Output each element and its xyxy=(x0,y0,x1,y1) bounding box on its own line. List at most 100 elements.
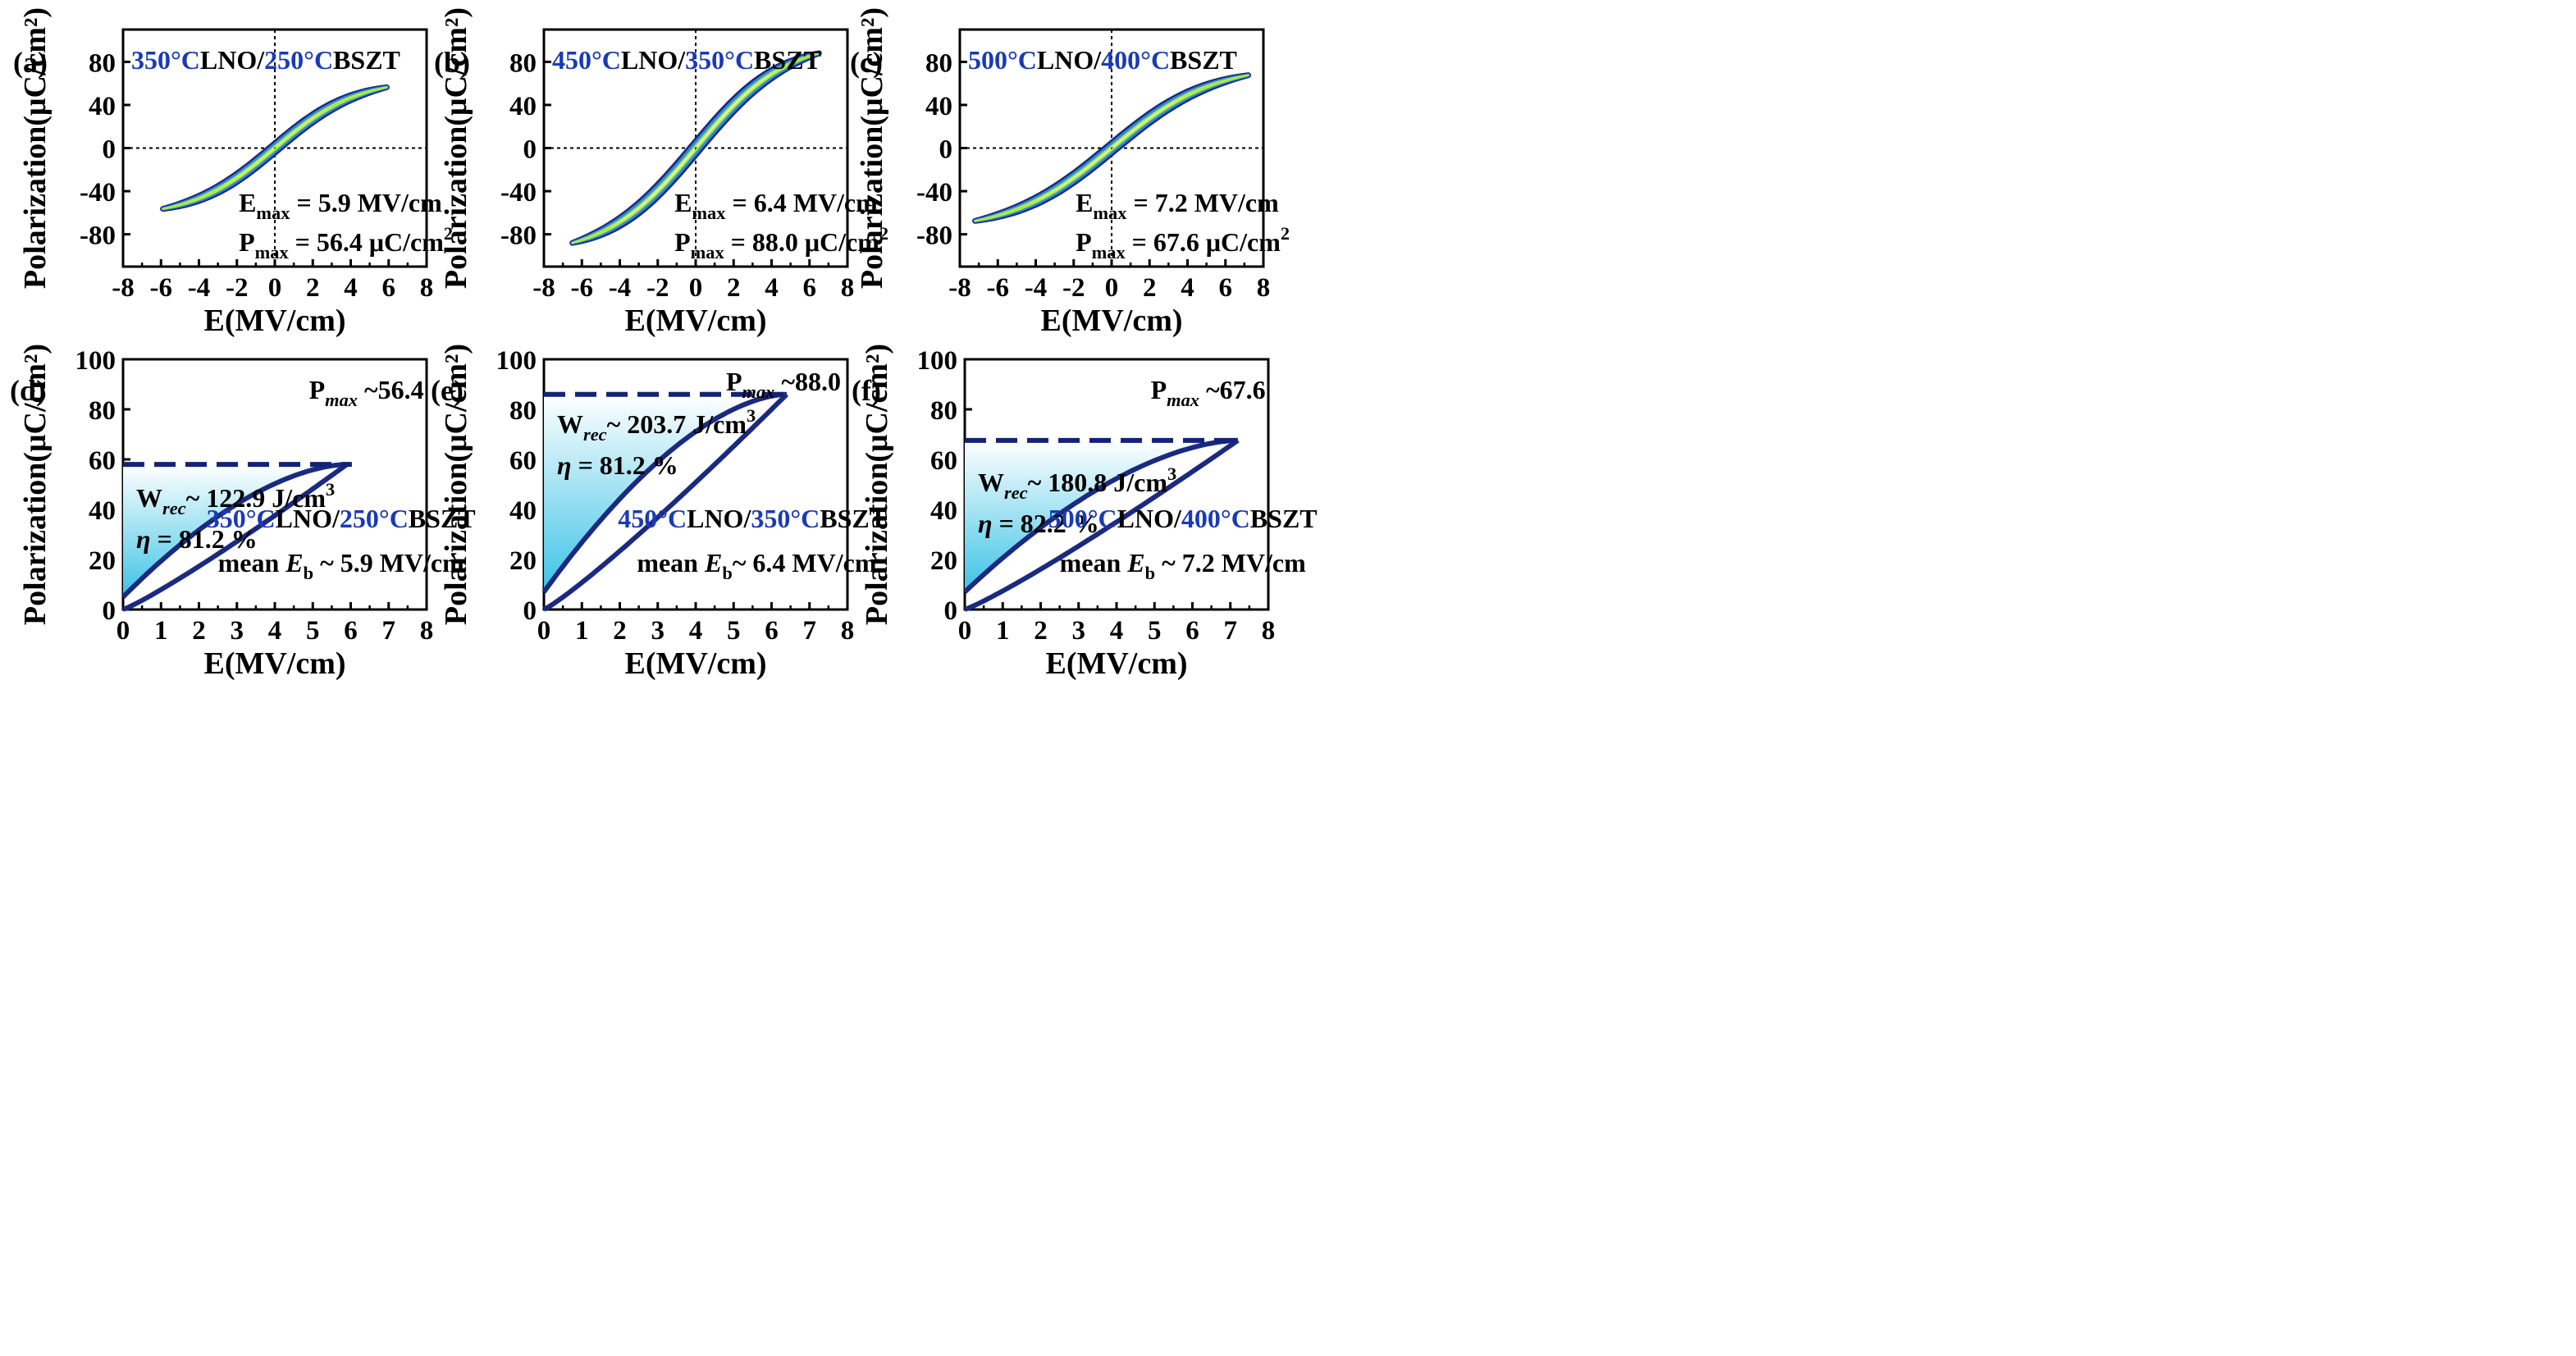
y-tick-label: 0 xyxy=(939,135,953,165)
x-tick-label: 2 xyxy=(306,273,320,303)
recoverable-energy-area xyxy=(965,440,1238,592)
x-tick-label: 2 xyxy=(613,616,627,646)
pmax-label: Pmax ~88.0 xyxy=(726,367,841,402)
x-tick-label: 6 xyxy=(382,273,396,303)
y-tick-label: 0 xyxy=(103,596,116,626)
y-tick-label: -80 xyxy=(916,221,952,251)
y-tick-label: 40 xyxy=(509,496,537,526)
pmax-label: Pmax ~56.4 xyxy=(309,375,424,410)
y-tick-label: 20 xyxy=(930,546,957,576)
x-tick-label: 4 xyxy=(268,616,282,646)
lower-branch-curve xyxy=(963,438,1240,612)
y-tick-label: 40 xyxy=(89,496,116,526)
x-tick-label: -8 xyxy=(948,273,971,303)
y-tick-label: 80 xyxy=(509,396,537,426)
x-tick-label: 5 xyxy=(727,616,741,646)
x-tick-label: -2 xyxy=(646,273,669,303)
panel-label: (f) xyxy=(852,374,881,407)
x-tick-label: 6 xyxy=(765,616,779,646)
x-tick-label: 3 xyxy=(651,616,665,646)
sample-title: 500°CLNO/400°CBSZT xyxy=(968,45,1237,75)
y-tick-label: -40 xyxy=(916,178,952,208)
hysteresis-loop-3 xyxy=(974,74,1249,222)
recoverable-energy-area xyxy=(123,464,347,597)
x-tick-label: 8 xyxy=(841,273,855,303)
panel-label: (b) xyxy=(434,46,470,79)
x-tick-label: 8 xyxy=(1257,273,1271,303)
x-tick-label: 4 xyxy=(344,273,358,303)
y-tick-label: -40 xyxy=(500,178,537,208)
panel-label: (d) xyxy=(10,374,46,407)
emax-annotation: Emax = 7.2 MV/cm xyxy=(1076,188,1279,223)
x-tick-label: 8 xyxy=(420,616,434,646)
x-tick-label: 2 xyxy=(727,273,741,303)
x-tick-label: 8 xyxy=(420,273,434,303)
wrec-label: Wrec~ 122.9 J/cm3 xyxy=(136,479,335,518)
y-tick-label: 80 xyxy=(925,48,952,78)
y-tick-label: 60 xyxy=(930,446,957,476)
y-tick-label: 80 xyxy=(509,48,537,78)
x-tick-label: 4 xyxy=(689,616,703,646)
x-tick-label: 4 xyxy=(1181,273,1194,303)
x-tick-label: -4 xyxy=(609,273,632,303)
x-tick-label: 2 xyxy=(1143,273,1157,303)
x-tick-label: -6 xyxy=(571,273,594,303)
panel-e: 0 1 2 3 4 5 6 7 8020406080100E(MV/cm)Polarizatio… xyxy=(431,344,887,681)
y-axis-label: Polarization(μC/cm²) xyxy=(439,344,473,625)
x-tick-label: 7 xyxy=(1224,616,1238,646)
x-tick-label: -8 xyxy=(112,273,135,303)
x-tick-label: 5 xyxy=(306,616,320,646)
sample-label: 450°CLNO/350°CBSZT xyxy=(618,504,887,533)
y-tick-label: 0 xyxy=(523,596,537,626)
hysteresis-loop-3 xyxy=(162,86,388,210)
emax-annotation: Emax = 6.4 MV/cm xyxy=(674,188,878,223)
panel-b: -8 -6 -4 -2 0 2 4 6 8-80-4004080E(MV/cm)Polariza… xyxy=(434,7,888,338)
upper-branch-curve xyxy=(121,462,348,599)
y-tick-label: 80 xyxy=(89,48,116,78)
pmax-annotation: Pmax = 88.0 μC/cm2 xyxy=(674,223,888,263)
y-tick-label: 0 xyxy=(103,135,116,165)
x-axis-label: E(MV/cm) xyxy=(203,646,345,681)
x-tick-label: 4 xyxy=(765,273,779,303)
breakdown-field-label: mean Eb ~ 7.2 MV/cm xyxy=(1060,548,1307,583)
x-tick-label: 8 xyxy=(1262,616,1276,646)
x-tick-label: -6 xyxy=(987,273,1010,303)
y-tick-label: 60 xyxy=(509,446,537,476)
x-tick-label: -6 xyxy=(150,273,173,303)
sample-title: 450°CLNO/350°CBSZT xyxy=(552,45,821,75)
lower-branch-curve xyxy=(121,462,349,612)
x-tick-label: -8 xyxy=(532,273,555,303)
efficiency-label: η = 81.2 % xyxy=(136,524,258,554)
sample-label: 500°CLNO/400°CBSZT xyxy=(1048,504,1318,533)
x-axis-label: E(MV/cm) xyxy=(624,646,766,681)
y-tick-label: 100 xyxy=(496,346,537,376)
y-tick-label: 40 xyxy=(89,92,116,121)
y-tick-label: 80 xyxy=(89,396,116,426)
x-tick-label: 6 xyxy=(803,273,817,303)
x-tick-label: 0 xyxy=(1105,273,1119,303)
x-tick-label: 1 xyxy=(575,616,589,646)
y-tick-label: -80 xyxy=(80,221,116,251)
x-tick-label: 0 xyxy=(537,616,551,646)
y-tick-label: 0 xyxy=(944,596,958,626)
x-tick-label: 0 xyxy=(958,616,972,646)
wrec-label: Wrec~ 180.8 J/cm3 xyxy=(978,463,1176,503)
y-axis-label: Polarization(μC/cm²) xyxy=(18,344,53,625)
breakdown-field-label: mean Eb ~ 5.9 MV/cm xyxy=(218,548,465,583)
y-tick-label: 40 xyxy=(925,92,952,121)
y-tick-label: 40 xyxy=(509,92,537,121)
y-tick-label: 100 xyxy=(75,346,116,376)
wrec-label: Wrec~ 203.7 J/cm3 xyxy=(557,405,756,445)
x-tick-label: -4 xyxy=(1025,273,1048,303)
upper-branch-curve xyxy=(541,391,788,594)
efficiency-label: η = 81.2 % xyxy=(557,450,678,480)
efficiency-label: η = 82.2 % xyxy=(978,509,1099,538)
pmax-annotation: Pmax = 67.6 μC/cm2 xyxy=(1076,223,1290,263)
y-tick-label: 40 xyxy=(930,496,957,526)
panel-label: (a) xyxy=(13,46,48,79)
panel-label: (c) xyxy=(850,46,883,79)
x-axis-label: E(MV/cm) xyxy=(203,304,345,338)
pmax-annotation: Pmax = 56.4 μC/cm2 xyxy=(239,223,453,263)
y-tick-label: 80 xyxy=(930,396,957,426)
